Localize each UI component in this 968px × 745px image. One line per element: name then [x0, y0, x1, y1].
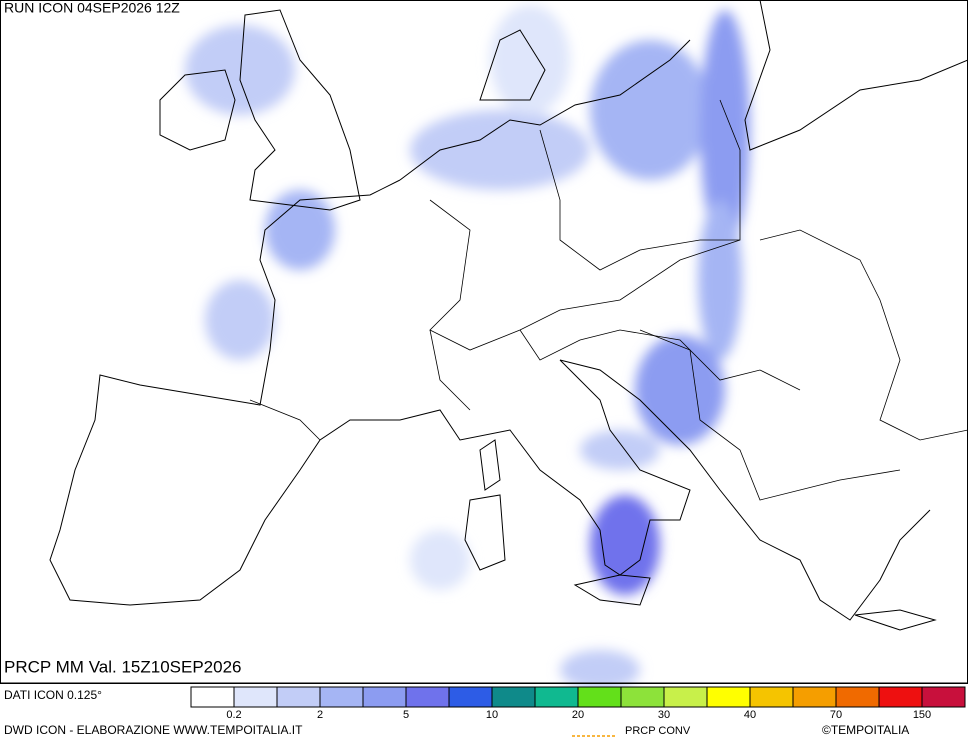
- legend-label: 20: [572, 709, 584, 721]
- legend-swatch: [835, 686, 880, 708]
- legend-swatch: [878, 686, 923, 708]
- legend-swatch: [663, 686, 708, 708]
- legend-swatch: [405, 686, 450, 708]
- borders: [249, 99, 968, 501]
- run-label: RUN ICON 04SEP2026 12Z: [4, 0, 180, 16]
- legend-swatch: [749, 686, 794, 708]
- legend-swatch: [921, 686, 966, 708]
- legend-label: 70: [830, 709, 842, 721]
- legend-swatch: [448, 686, 493, 708]
- legend-swatch: [491, 686, 536, 708]
- legend-swatch: [792, 686, 837, 708]
- legend-swatch: [534, 686, 579, 708]
- legend-label: 10: [486, 709, 498, 721]
- legend-label: 2: [317, 709, 323, 721]
- colorbar: 0.2 2 5 10 20 30 40 70 150: [190, 686, 966, 721]
- legend-swatch: [577, 686, 622, 708]
- data-source: DATI ICON 0.125°: [4, 688, 102, 702]
- legend-label: 5: [403, 709, 409, 721]
- legend-swatch: [233, 686, 278, 708]
- legend-swatch: [706, 686, 751, 708]
- credit: DWD ICON - ELABORAZIONE WWW.TEMPOITALIA.…: [4, 723, 303, 737]
- legend-label: 40: [744, 709, 756, 721]
- conv-label: PRCP CONV: [625, 725, 691, 737]
- coastlines: [49, 0, 968, 631]
- legend-swatch: [276, 686, 321, 708]
- legend-label: 0.2: [226, 709, 241, 721]
- legend-swatch: [362, 686, 407, 708]
- valid-label: PRCP MM Val. 15Z10SEP2026: [4, 657, 242, 676]
- legend-swatch: [319, 686, 364, 708]
- legend-swatch: [620, 686, 665, 708]
- legend-swatch: [190, 686, 235, 708]
- copyright: ©TEMPOITALIA: [822, 723, 909, 737]
- legend-label: 30: [658, 709, 670, 721]
- legend-label: 150: [913, 709, 931, 721]
